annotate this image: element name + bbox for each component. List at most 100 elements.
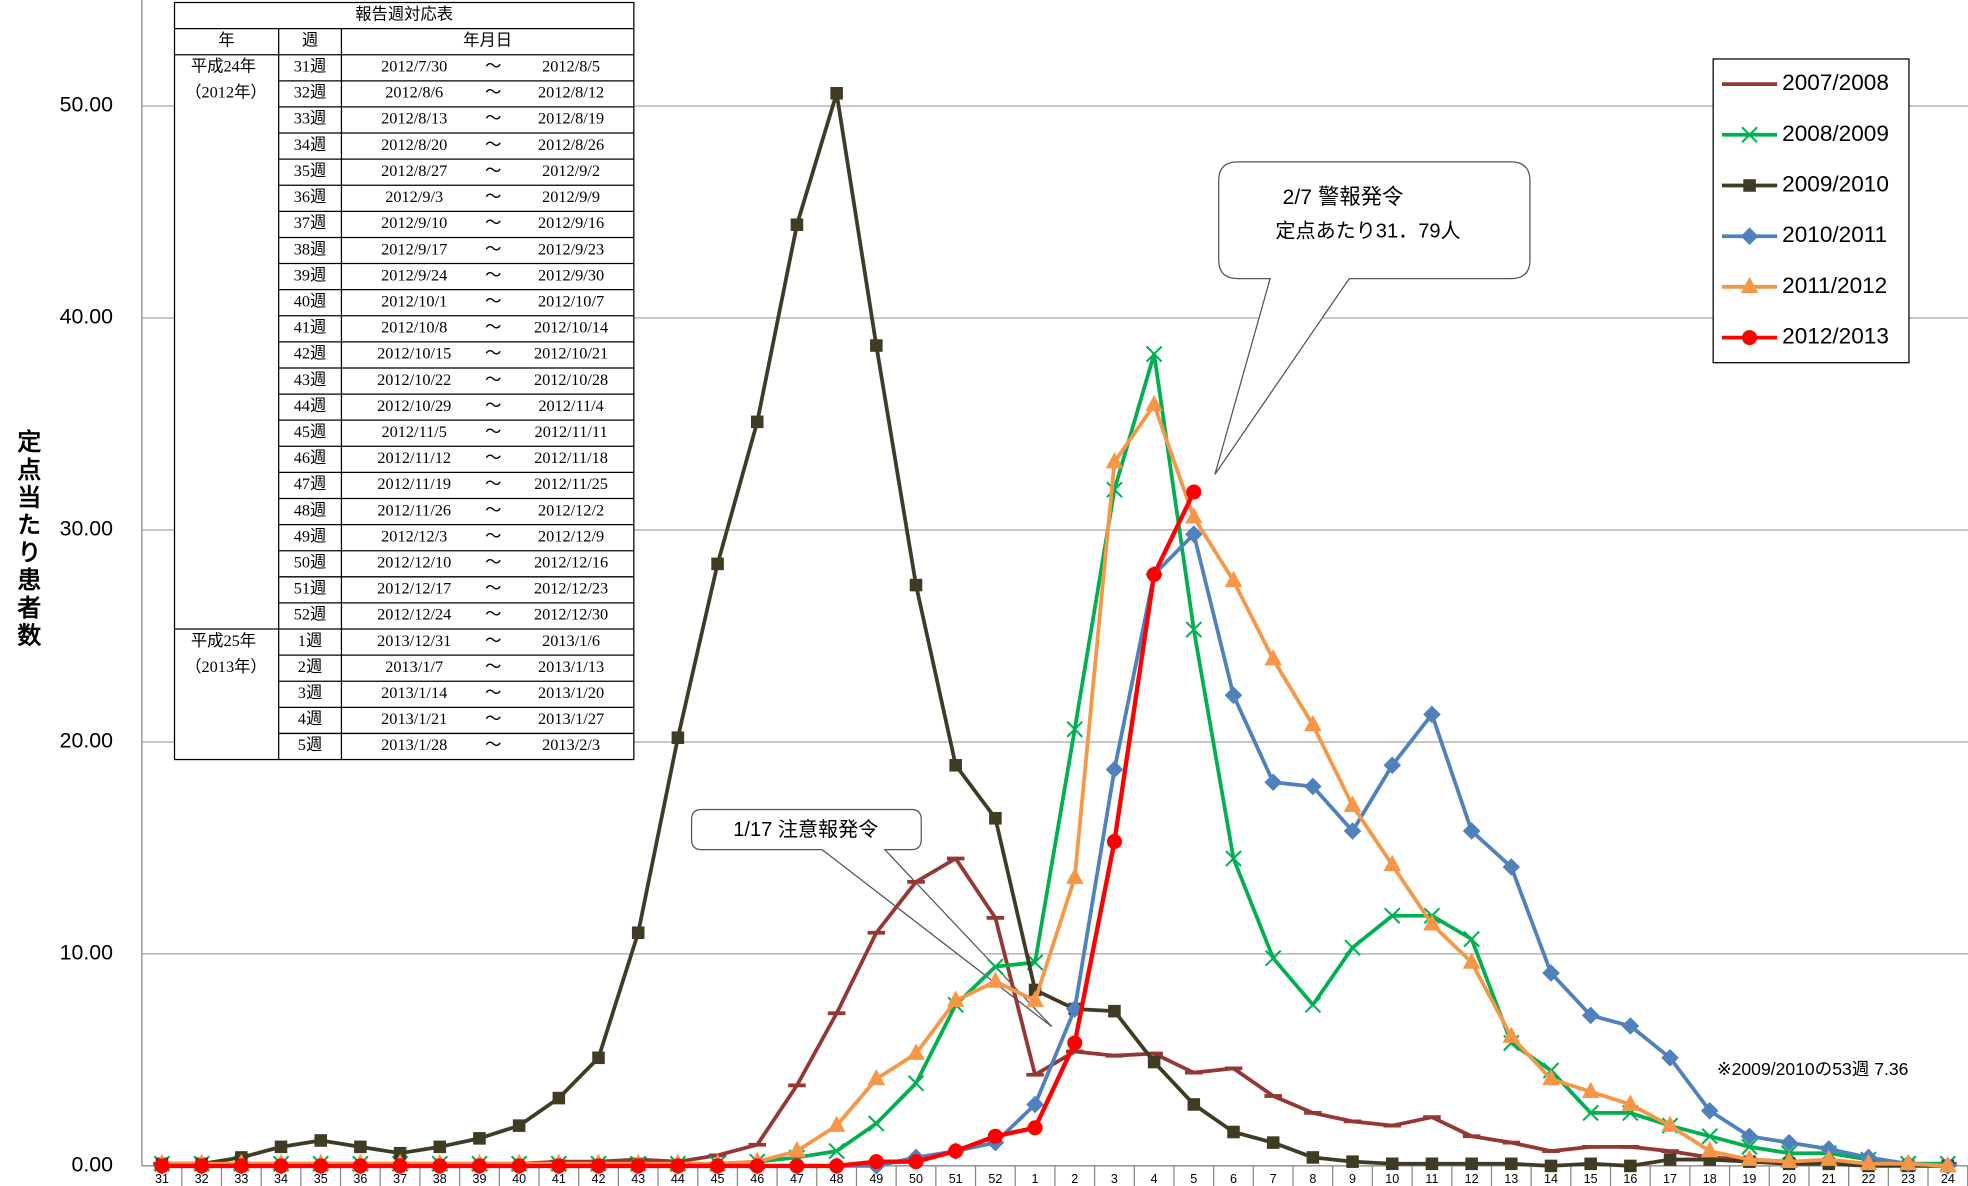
marker	[1423, 914, 1441, 931]
x-tick-label: 10	[1385, 1172, 1399, 1186]
marker	[1344, 939, 1361, 956]
marker	[1859, 1153, 1878, 1171]
marker	[1145, 394, 1163, 412]
marker	[1105, 452, 1124, 469]
marker	[1146, 566, 1162, 583]
legend-label: 2007/2008	[1782, 70, 1889, 95]
x-tick-label: 42	[592, 1172, 606, 1186]
table-cell: 2013/1/6	[542, 631, 600, 650]
x-tick-label: 50	[909, 1172, 923, 1186]
table-cell: 34週	[294, 135, 327, 154]
caution-callout: 1/17 注意報発令	[690, 808, 1053, 1028]
legend-box	[1712, 58, 1910, 364]
marker	[511, 1158, 527, 1174]
x-tick-label: 14	[1544, 1172, 1558, 1186]
x-tick-label: 6	[1230, 1172, 1237, 1186]
series-line	[161, 91, 1948, 1168]
table-cell: 2012/7/30	[381, 57, 447, 76]
table-cell: 44週	[294, 396, 327, 415]
marker	[1740, 276, 1759, 294]
table-cell: 2012/10/22	[377, 370, 451, 389]
marker	[1820, 1140, 1838, 1158]
table-cell: 2013/1/7	[385, 657, 443, 676]
legend-label: 2010/2011	[1782, 222, 1887, 247]
marker	[1743, 179, 1756, 192]
x-tick-label: 9	[1349, 1172, 1356, 1186]
table-cell: ～	[485, 344, 501, 363]
table-cell: 2012/9/16	[538, 213, 604, 232]
table-cell: ～	[485, 318, 501, 337]
table-cell: 5週	[298, 735, 322, 754]
marker	[392, 1158, 408, 1174]
table-cell: 2012/10/8	[381, 318, 447, 337]
table-cell: 2013/1/14	[381, 683, 447, 702]
table-cell: 2012/10/21	[534, 344, 608, 363]
table-cell: 1週	[298, 631, 322, 650]
x-tick-label: 51	[949, 1172, 963, 1186]
marker	[948, 1143, 964, 1159]
x-tick-label: 46	[750, 1172, 764, 1186]
x-tick-label: 12	[1465, 1172, 1479, 1186]
marker	[432, 1158, 448, 1174]
table-cell: 2012/11/25	[534, 474, 608, 493]
table-cell: 2012/11/18	[534, 448, 608, 467]
table-cell: 2012/11/4	[538, 396, 604, 415]
x-tick-label: 7	[1270, 1172, 1277, 1186]
marker	[987, 958, 1004, 975]
table-cell: 31週	[294, 57, 327, 76]
marker	[1663, 1153, 1677, 1166]
table-cell: 2013/2/3	[542, 735, 600, 754]
table-cell: 48週	[294, 500, 327, 519]
marker	[1502, 858, 1521, 876]
x-tick-label: 5	[1190, 1172, 1197, 1186]
table-cell: ～	[485, 187, 501, 206]
table-cell: 2013/12/31	[377, 631, 451, 650]
table-cell: ～	[485, 448, 501, 467]
table-cell: 2012/11/26	[377, 500, 451, 519]
y-tick-label: 20.00	[60, 729, 114, 753]
table-cell: 38週	[294, 239, 327, 258]
x-tick-label: 39	[472, 1172, 486, 1186]
marker	[551, 1158, 567, 1174]
table-cell: ～	[485, 657, 501, 676]
table-cell: ～	[485, 396, 501, 415]
x-tick-label: 34	[274, 1172, 288, 1186]
table-cell: 2012/11/19	[377, 474, 451, 493]
marker	[1266, 1136, 1280, 1149]
x-tick-label: 47	[790, 1172, 804, 1186]
table-cell: 2012/12/2	[538, 500, 604, 519]
table-cell: 40週	[294, 291, 327, 310]
x-tick-label: 4	[1151, 1172, 1158, 1186]
marker	[908, 1154, 924, 1170]
marker	[870, 339, 883, 352]
marker	[1343, 795, 1362, 812]
marker	[1145, 345, 1163, 363]
marker	[987, 1128, 1003, 1144]
x-tick-label: 2	[1071, 1172, 1078, 1186]
marker	[909, 578, 923, 592]
table-cell: 46週	[294, 448, 327, 467]
marker	[433, 1140, 447, 1154]
table-cell: 32週	[294, 83, 327, 102]
table-cell: ～	[485, 605, 501, 624]
x-tick-label: 23	[1901, 1172, 1915, 1186]
marker	[1185, 621, 1203, 638]
marker	[1304, 777, 1322, 796]
marker	[1383, 756, 1402, 775]
marker	[1581, 1006, 1600, 1025]
table-cell: 2013/1/21	[381, 709, 447, 728]
x-tick-label: 44	[671, 1172, 685, 1186]
marker	[1465, 1157, 1478, 1171]
marker	[1899, 1153, 1917, 1171]
marker	[1820, 1149, 1838, 1166]
marker	[1621, 1094, 1640, 1111]
table-cell: ～	[485, 291, 501, 310]
marker	[1740, 1149, 1759, 1166]
marker	[868, 1115, 885, 1132]
table-cell: ～	[485, 370, 501, 389]
table-cell: ～	[485, 631, 501, 650]
table-cell: 43週	[294, 370, 327, 389]
marker	[1264, 773, 1282, 792]
table-cell: ～	[485, 135, 501, 154]
marker	[1027, 1120, 1043, 1136]
